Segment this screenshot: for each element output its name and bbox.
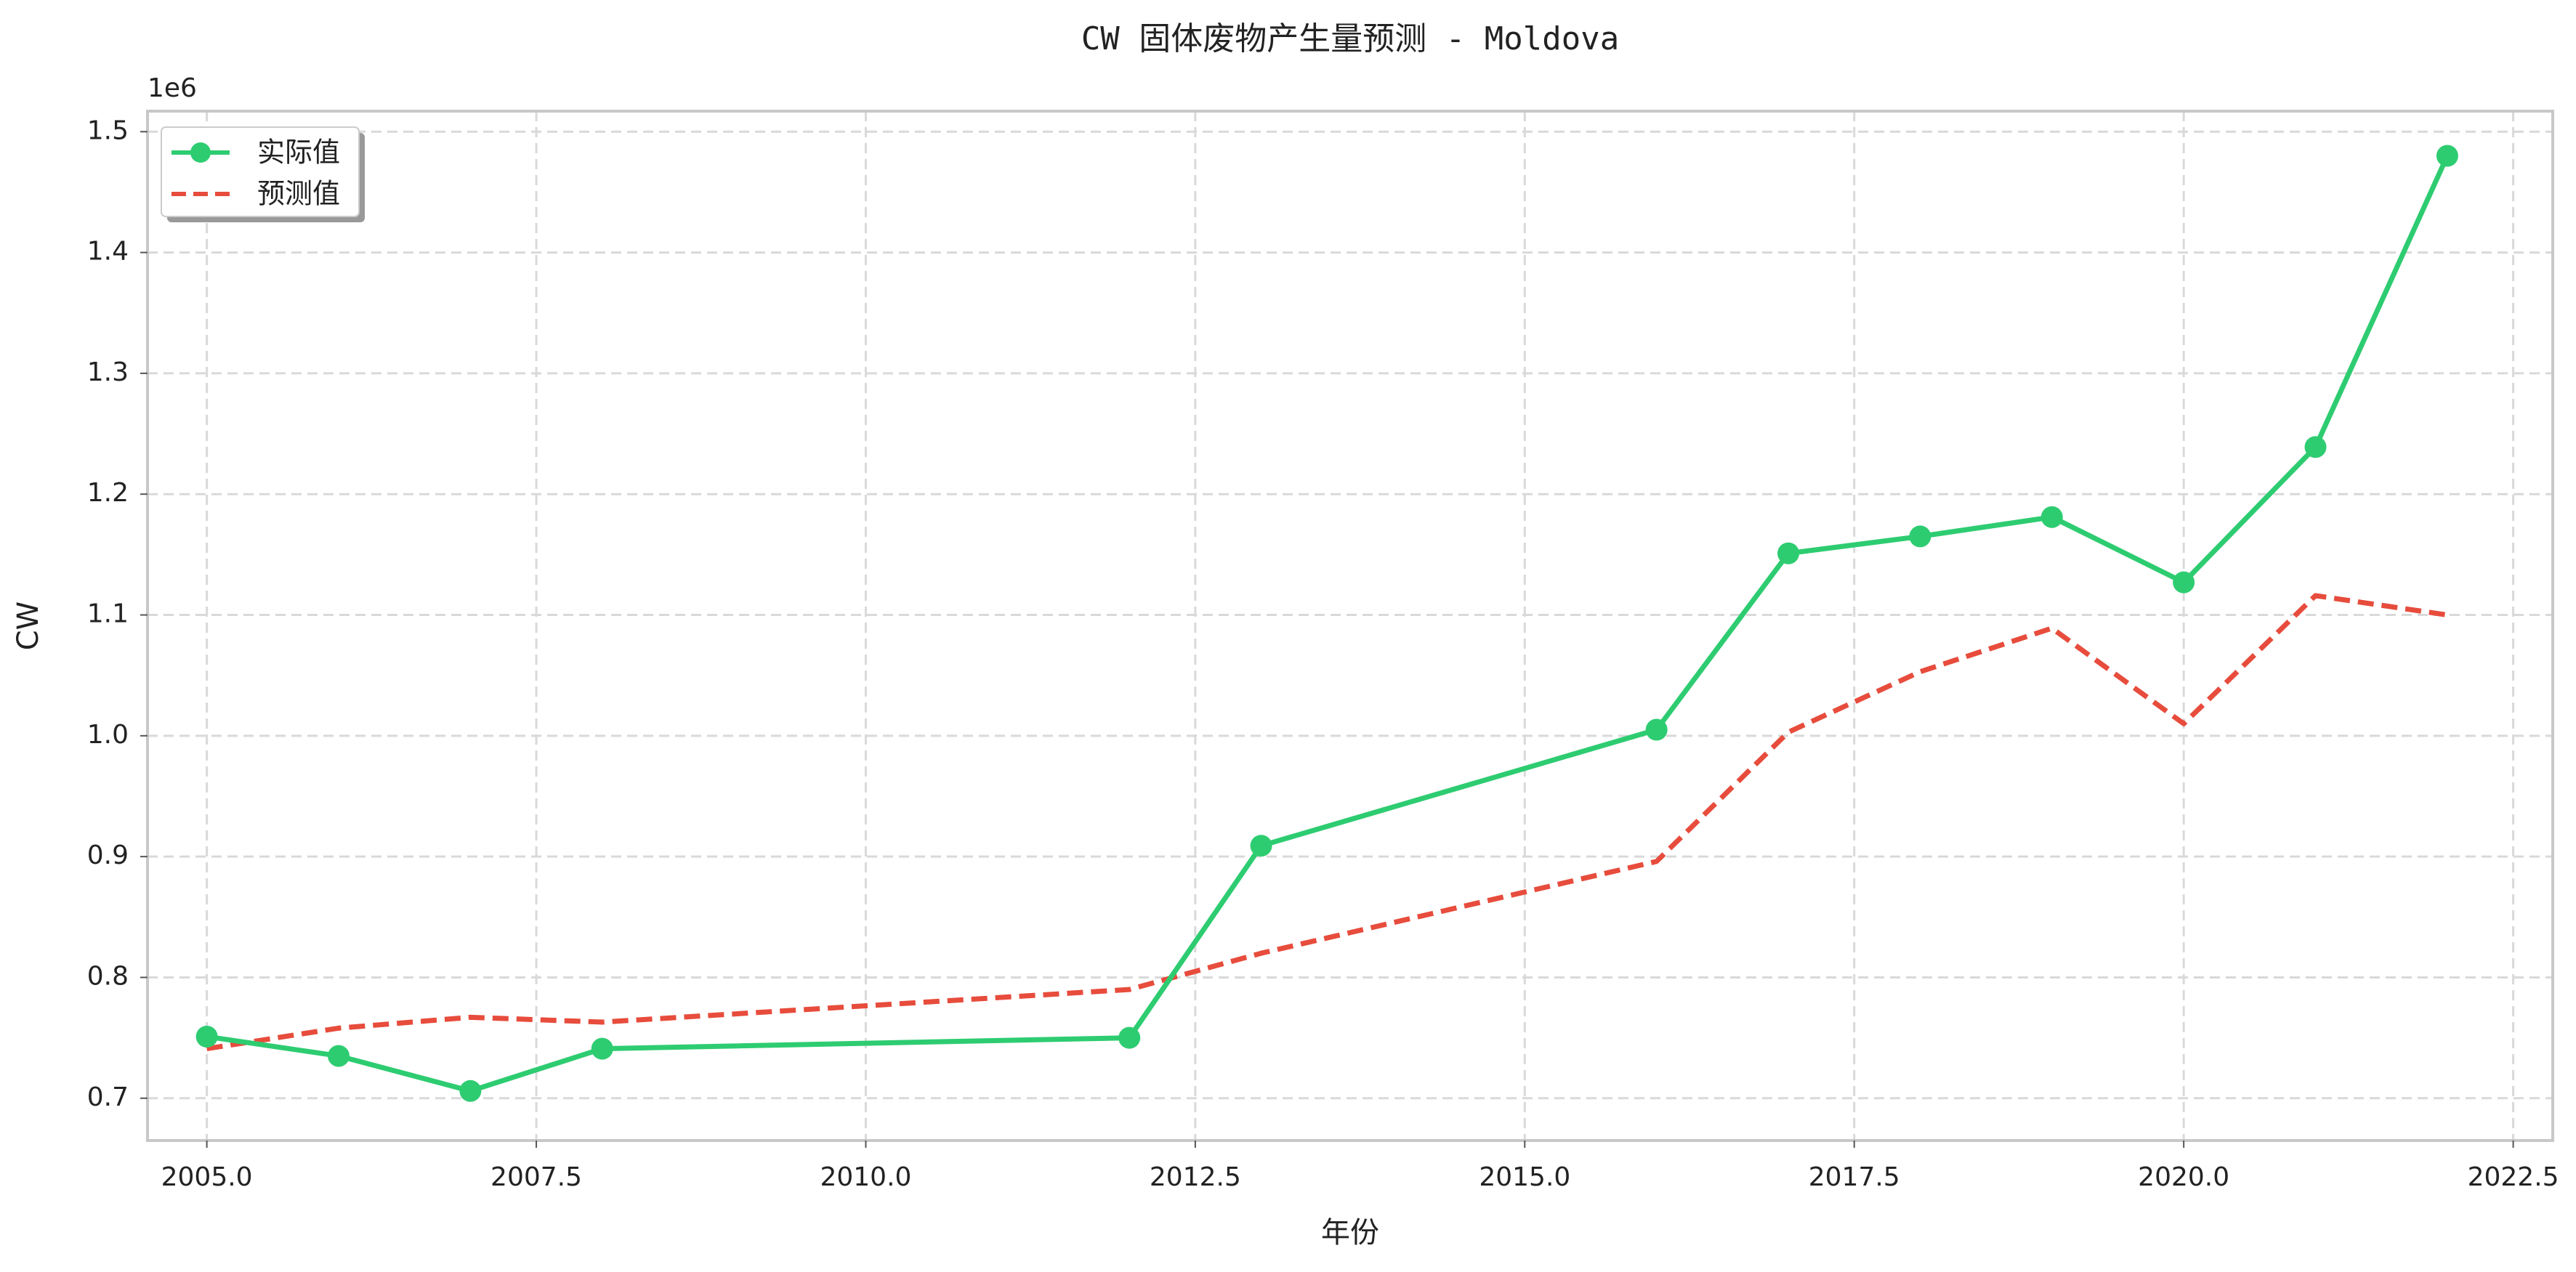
y-tick-label: 1.3: [87, 357, 129, 387]
actual-data-point: [195, 1025, 218, 1048]
y-tick-label: 1.1: [87, 599, 129, 629]
x-tick-label: 2020.0: [2138, 1162, 2229, 1192]
actual-data-point: [2040, 506, 2063, 528]
plot-area-frame: [146, 110, 2554, 1142]
y-tick-label: 1.5: [87, 116, 129, 145]
actual-data-point: [459, 1079, 482, 1102]
y-tick-label: 1.0: [87, 720, 129, 750]
actual-data-point: [1777, 542, 1800, 564]
y-tick-label: 0.7: [87, 1082, 129, 1112]
x-axis-ticks: 2005.0 2007.5 2010.0 2012.5 2015.0 2017.5 2020…: [161, 1141, 2559, 1192]
actual-data-point: [1250, 835, 1272, 857]
y-tick-label: 1.4: [87, 237, 129, 267]
actual-data-point: [2173, 571, 2195, 594]
y-tick-label: 0.9: [87, 840, 129, 870]
x-tick-label: 2015.0: [1479, 1162, 1570, 1192]
actual-data-point: [1909, 525, 1931, 548]
grid-lines: [148, 111, 2553, 1141]
actual-series-line: [206, 155, 2450, 1094]
x-tick-label: 2005.0: [161, 1162, 253, 1192]
x-tick-label: 2007.5: [490, 1162, 582, 1192]
x-tick-label: 2022.5: [2468, 1162, 2559, 1192]
y-tick-label: 1.2: [87, 478, 129, 508]
actual-data-point: [1118, 1026, 1141, 1049]
legend: 实际值 预测值: [161, 126, 365, 222]
x-tick-label: 2012.5: [1150, 1162, 1241, 1192]
actual-data-point: [327, 1045, 350, 1067]
chart-title: CW 固体废物产生量预测 - Moldova: [1081, 20, 1619, 57]
actual-data-point: [2304, 436, 2327, 458]
series-layer: [195, 145, 2458, 1102]
y-axis-multiplier: 1e6: [148, 73, 197, 103]
x-tick-label: 2010.0: [820, 1162, 911, 1192]
legend-label-predicted: 预测值: [257, 178, 340, 210]
actual-data-point: [1645, 718, 1668, 741]
x-tick-label: 2017.5: [1809, 1162, 1900, 1192]
actual-data-point: [591, 1037, 613, 1060]
x-axis-title: 年份: [1321, 1216, 1379, 1249]
legend-marker-actual: [190, 142, 211, 163]
actual-data-point: [2436, 145, 2458, 167]
y-tick-label: 0.8: [87, 961, 129, 991]
y-axis-ticks: 0.7 0.8 0.9 1.0 1.1 1.2 1.3 1.4 1.5: [87, 116, 148, 1112]
y-axis-title: CW: [12, 601, 45, 650]
legend-box: [161, 126, 360, 217]
predicted-series-line: [206, 593, 2448, 1052]
legend-label-actual: 实际值: [257, 137, 340, 169]
